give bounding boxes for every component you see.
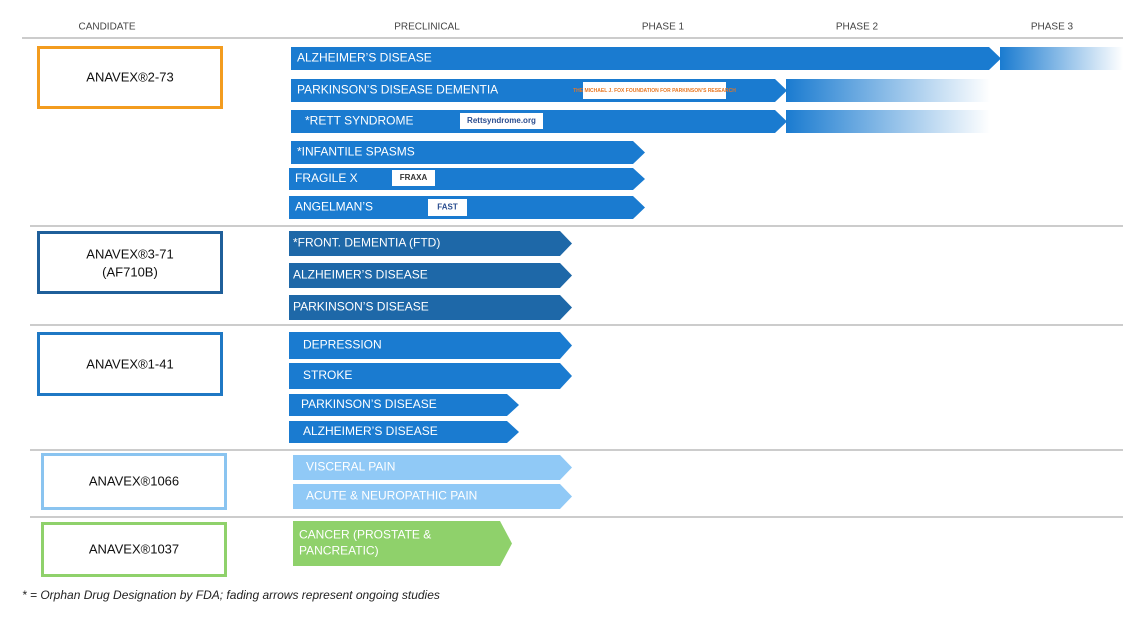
program-label: PARKINSON’S DISEASE	[301, 397, 437, 411]
footnote: * = Orphan Drug Designation by FDA; fadi…	[22, 588, 440, 602]
program-arrow	[293, 484, 572, 509]
candidate-name: ANAVEX®1066	[89, 473, 179, 488]
partner-name: Rettsyndrome.org	[467, 116, 536, 125]
candidate-name: (AF710B)	[102, 264, 158, 279]
partner-name: FRAXA	[400, 173, 428, 182]
program-label: FRAGILE X	[295, 171, 358, 185]
partner-name: FAST	[437, 203, 458, 212]
program-label: ALZHEIMER’S DISEASE	[303, 424, 438, 438]
partner-logo	[428, 199, 467, 216]
program-label: CANCER (PROSTATE &	[299, 528, 431, 542]
partner-logo	[460, 113, 543, 129]
candidate-name: ANAVEX®3-71	[86, 246, 173, 261]
program-label: PARKINSON’S DISEASE	[293, 300, 429, 314]
fading-arrow	[786, 79, 990, 102]
program-arrow	[289, 332, 572, 359]
program-arrow	[289, 363, 572, 389]
column-header: CANDIDATE	[78, 22, 135, 33]
program-arrow	[289, 421, 519, 443]
candidate-box	[37, 332, 223, 396]
candidate-box	[37, 231, 223, 294]
candidate-box	[41, 453, 227, 510]
partner-logo	[392, 170, 435, 186]
candidate-name: ANAVEX®1037	[89, 541, 179, 556]
fading-arrow	[1000, 47, 1123, 70]
column-header: PHASE 3	[1031, 22, 1074, 33]
partner-name: THE MICHAEL J. FOX FOUNDATION FOR PARKIN…	[573, 88, 736, 94]
program-arrow	[291, 47, 1001, 70]
candidate-box	[41, 522, 227, 577]
program-label: ALZHEIMER’S DISEASE	[293, 268, 428, 282]
program-label: DEPRESSION	[303, 338, 382, 352]
candidate-name: ANAVEX®2-73	[86, 69, 173, 84]
partner-logo	[583, 82, 726, 99]
program-label: *FRONT. DEMENTIA (FTD)	[293, 236, 440, 250]
program-arrow	[289, 231, 572, 256]
program-label: PARKINSON’S DISEASE DEMENTIA	[297, 83, 498, 97]
program-label: PANCREATIC)	[299, 544, 379, 558]
column-header: PHASE 1	[642, 22, 685, 33]
program-arrow	[293, 455, 572, 480]
column-header: PRECLINICAL	[394, 22, 460, 33]
program-arrow	[289, 263, 572, 288]
program-arrow	[289, 394, 519, 416]
program-label: *INFANTILE SPASMS	[297, 145, 415, 159]
program-arrow	[289, 295, 572, 320]
program-label: STROKE	[303, 368, 352, 382]
program-label: ACUTE & NEUROPATHIC PAIN	[306, 489, 477, 503]
column-header: PHASE 2	[836, 22, 879, 33]
program-label: ANGELMAN’S	[295, 200, 373, 214]
fading-arrow	[786, 110, 990, 133]
candidate-name: ANAVEX®1-41	[86, 356, 173, 371]
program-arrow	[289, 168, 645, 190]
candidate-box	[37, 46, 223, 109]
program-label: VISCERAL PAIN	[306, 460, 395, 474]
program-arrow	[293, 521, 512, 566]
program-label: ALZHEIMER’S DISEASE	[297, 51, 432, 65]
program-label: *RETT SYNDROME	[305, 114, 413, 128]
program-arrow	[291, 141, 645, 164]
